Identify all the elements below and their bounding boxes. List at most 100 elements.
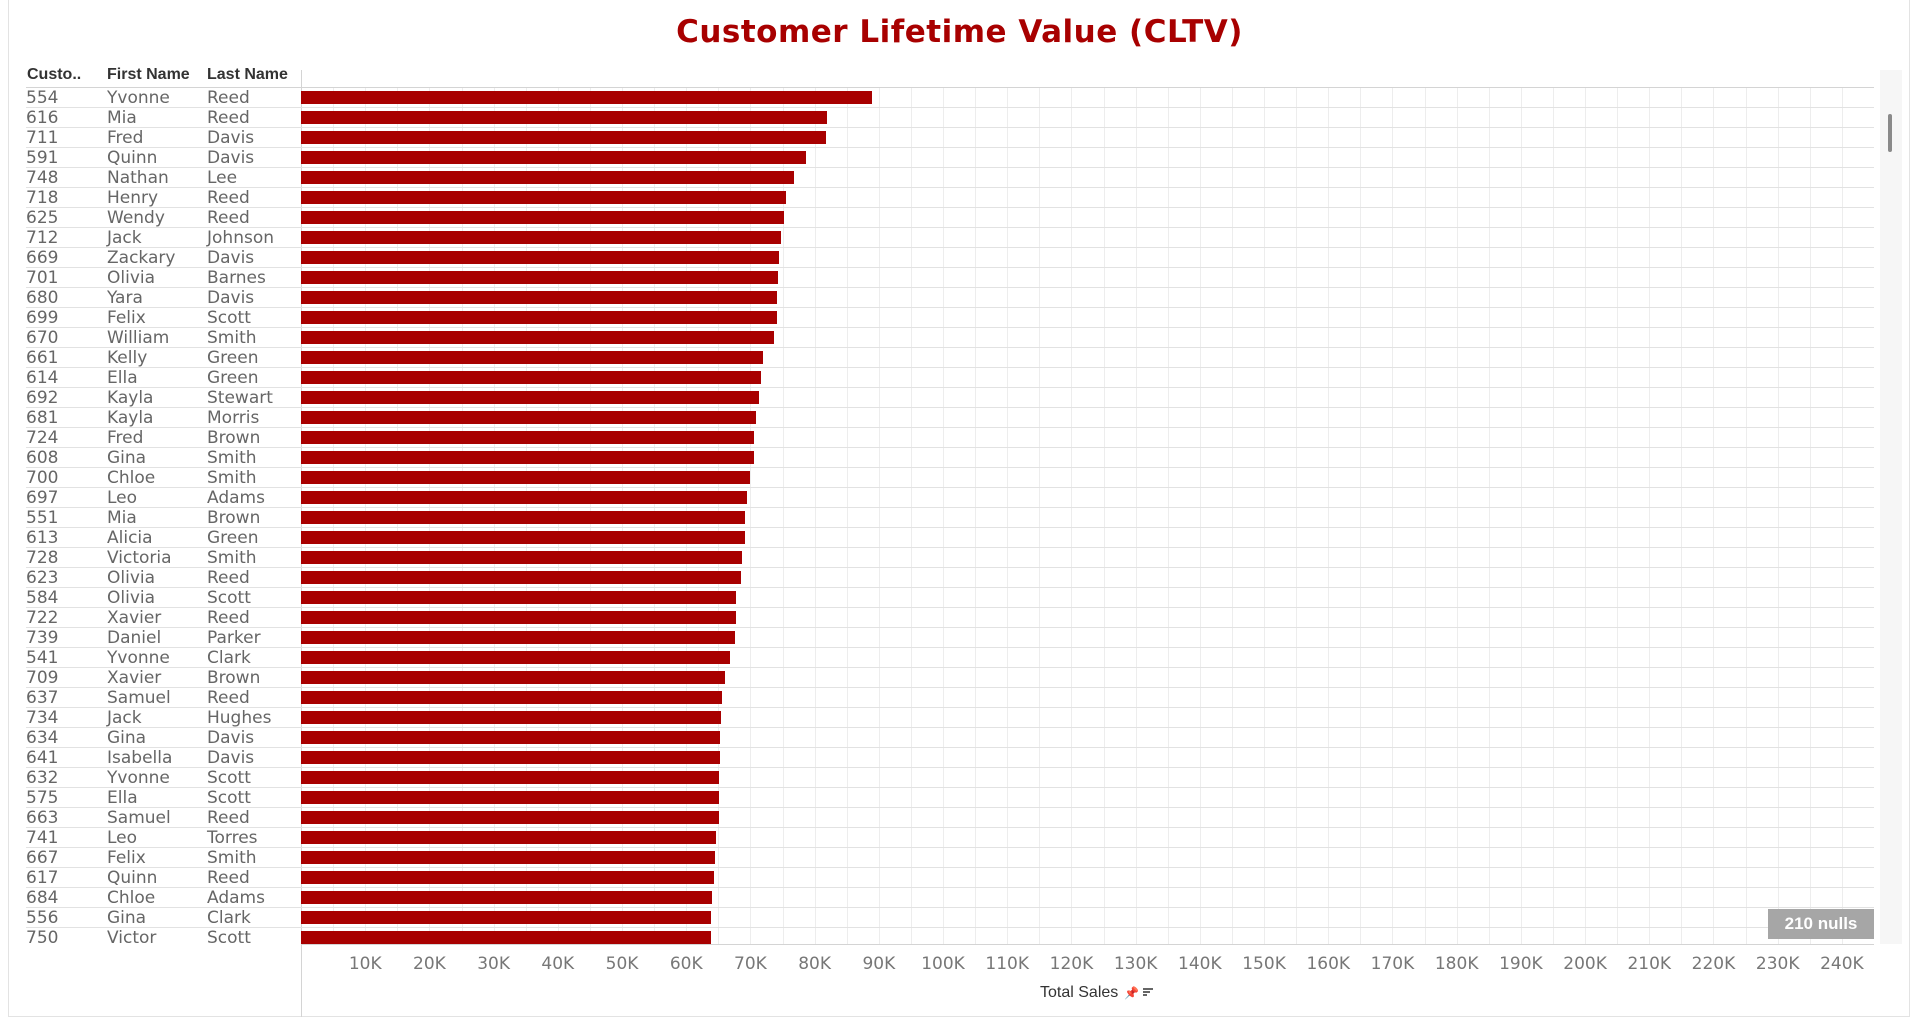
last-name-cell: Reed (207, 868, 250, 888)
gridline (782, 88, 784, 944)
chart-title: Customer Lifetime Value (CLTV) (676, 14, 1243, 50)
row-separator (26, 607, 301, 608)
bar-customer-663[interactable] (301, 811, 719, 824)
header-customer-id[interactable]: Custo.. (27, 66, 82, 83)
customer-id-cell: 541 (26, 648, 59, 668)
row-separator (301, 867, 1874, 868)
bar-customer-697[interactable] (301, 491, 747, 504)
bar-customer-554[interactable] (301, 91, 873, 104)
bar-customer-591[interactable] (301, 151, 807, 164)
bar-customer-541[interactable] (301, 651, 730, 664)
bar-customer-684[interactable] (301, 891, 712, 904)
bar-customer-734[interactable] (301, 711, 721, 724)
x-axis-title[interactable]: Total Sales 📌 (1040, 984, 1154, 1002)
gridline (1007, 88, 1009, 944)
bar-customer-634[interactable] (301, 731, 721, 744)
bar-customer-722[interactable] (301, 611, 736, 624)
bar-customer-641[interactable] (301, 751, 720, 764)
bar-customer-614[interactable] (301, 371, 762, 384)
first-name-cell: Felix (107, 308, 146, 328)
bar-customer-661[interactable] (301, 351, 763, 364)
customer-id-cell: 625 (26, 208, 59, 228)
first-name-cell: Felix (107, 848, 146, 868)
first-name-cell: Yvonne (107, 768, 170, 788)
dashboard-frame (8, 0, 1910, 1017)
last-name-cell: Smith (207, 548, 257, 568)
last-name-cell: Scott (207, 788, 251, 808)
x-tick-label: 210K (1627, 954, 1672, 974)
row-separator (26, 327, 301, 328)
bar-customer-750[interactable] (301, 931, 711, 944)
bar-customer-667[interactable] (301, 851, 716, 864)
bar-customer-632[interactable] (301, 771, 719, 784)
bar-customer-700[interactable] (301, 471, 750, 484)
row-separator (26, 367, 301, 368)
bar-customer-748[interactable] (301, 171, 795, 184)
bar-customer-613[interactable] (301, 531, 745, 544)
bar-customer-669[interactable] (301, 251, 780, 264)
last-name-cell: Barnes (207, 268, 266, 288)
bar-customer-616[interactable] (301, 111, 828, 124)
bar-customer-728[interactable] (301, 551, 743, 564)
row-separator (301, 647, 1874, 648)
x-tick-label: 150K (1242, 954, 1286, 974)
bar-customer-670[interactable] (301, 331, 774, 344)
scroll-thumb[interactable] (1888, 114, 1892, 152)
customer-id-cell: 684 (26, 888, 59, 908)
row-separator (301, 767, 1874, 768)
gridline (1617, 88, 1619, 944)
bar-customer-692[interactable] (301, 391, 759, 404)
first-name-cell: Yvonne (107, 648, 170, 668)
pin-icon[interactable]: 📌 (1124, 986, 1140, 1000)
bar-customer-701[interactable] (301, 271, 779, 284)
customer-id-cell: 712 (26, 228, 59, 248)
first-name-cell: Gina (107, 908, 147, 928)
bar-customer-712[interactable] (301, 231, 782, 244)
bar-customer-584[interactable] (301, 591, 737, 604)
row-separator (301, 367, 1874, 368)
row-separator (301, 267, 1874, 268)
sort-icon[interactable] (1143, 987, 1154, 997)
header-first-name[interactable]: First Name (107, 66, 190, 83)
bar-customer-617[interactable] (301, 871, 714, 884)
row-separator (301, 627, 1874, 628)
row-separator (301, 927, 1874, 928)
x-tick-label: 110K (985, 954, 1030, 974)
customer-id-cell: 709 (26, 668, 59, 688)
bar-customer-741[interactable] (301, 831, 717, 844)
first-name-cell: William (107, 328, 170, 348)
bar-customer-681[interactable] (301, 411, 757, 424)
row-separator (26, 347, 301, 348)
row-separator (26, 507, 301, 508)
last-name-cell: Green (207, 368, 259, 388)
row-separator (26, 267, 301, 268)
customer-id-cell: 718 (26, 188, 59, 208)
bar-customer-623[interactable] (301, 571, 742, 584)
bar-customer-711[interactable] (301, 131, 827, 144)
bar-customer-739[interactable] (301, 631, 736, 644)
nulls-indicator[interactable]: 210 nulls (1768, 909, 1874, 939)
bar-customer-556[interactable] (301, 911, 711, 924)
bar-customer-608[interactable] (301, 451, 755, 464)
customer-id-cell: 741 (26, 828, 59, 848)
customer-id-cell: 637 (26, 688, 59, 708)
bar-customer-724[interactable] (301, 431, 755, 444)
row-separator (301, 907, 1874, 908)
gridline (1360, 88, 1362, 944)
bar-customer-709[interactable] (301, 671, 726, 684)
customer-id-cell: 692 (26, 388, 59, 408)
bar-customer-680[interactable] (301, 291, 778, 304)
bar-customer-625[interactable] (301, 211, 785, 224)
last-name-cell: Smith (207, 328, 257, 348)
bar-customer-637[interactable] (301, 691, 722, 704)
gridline (1777, 88, 1779, 944)
last-name-cell: Reed (207, 568, 250, 588)
bar-customer-551[interactable] (301, 511, 746, 524)
bar-customer-718[interactable] (301, 191, 786, 204)
vertical-scrollbar[interactable] (1880, 70, 1902, 944)
customer-id-cell: 634 (26, 728, 59, 748)
first-name-cell: Ella (107, 788, 138, 808)
header-last-name[interactable]: Last Name (207, 66, 288, 83)
bar-customer-699[interactable] (301, 311, 778, 324)
bar-customer-575[interactable] (301, 791, 719, 804)
